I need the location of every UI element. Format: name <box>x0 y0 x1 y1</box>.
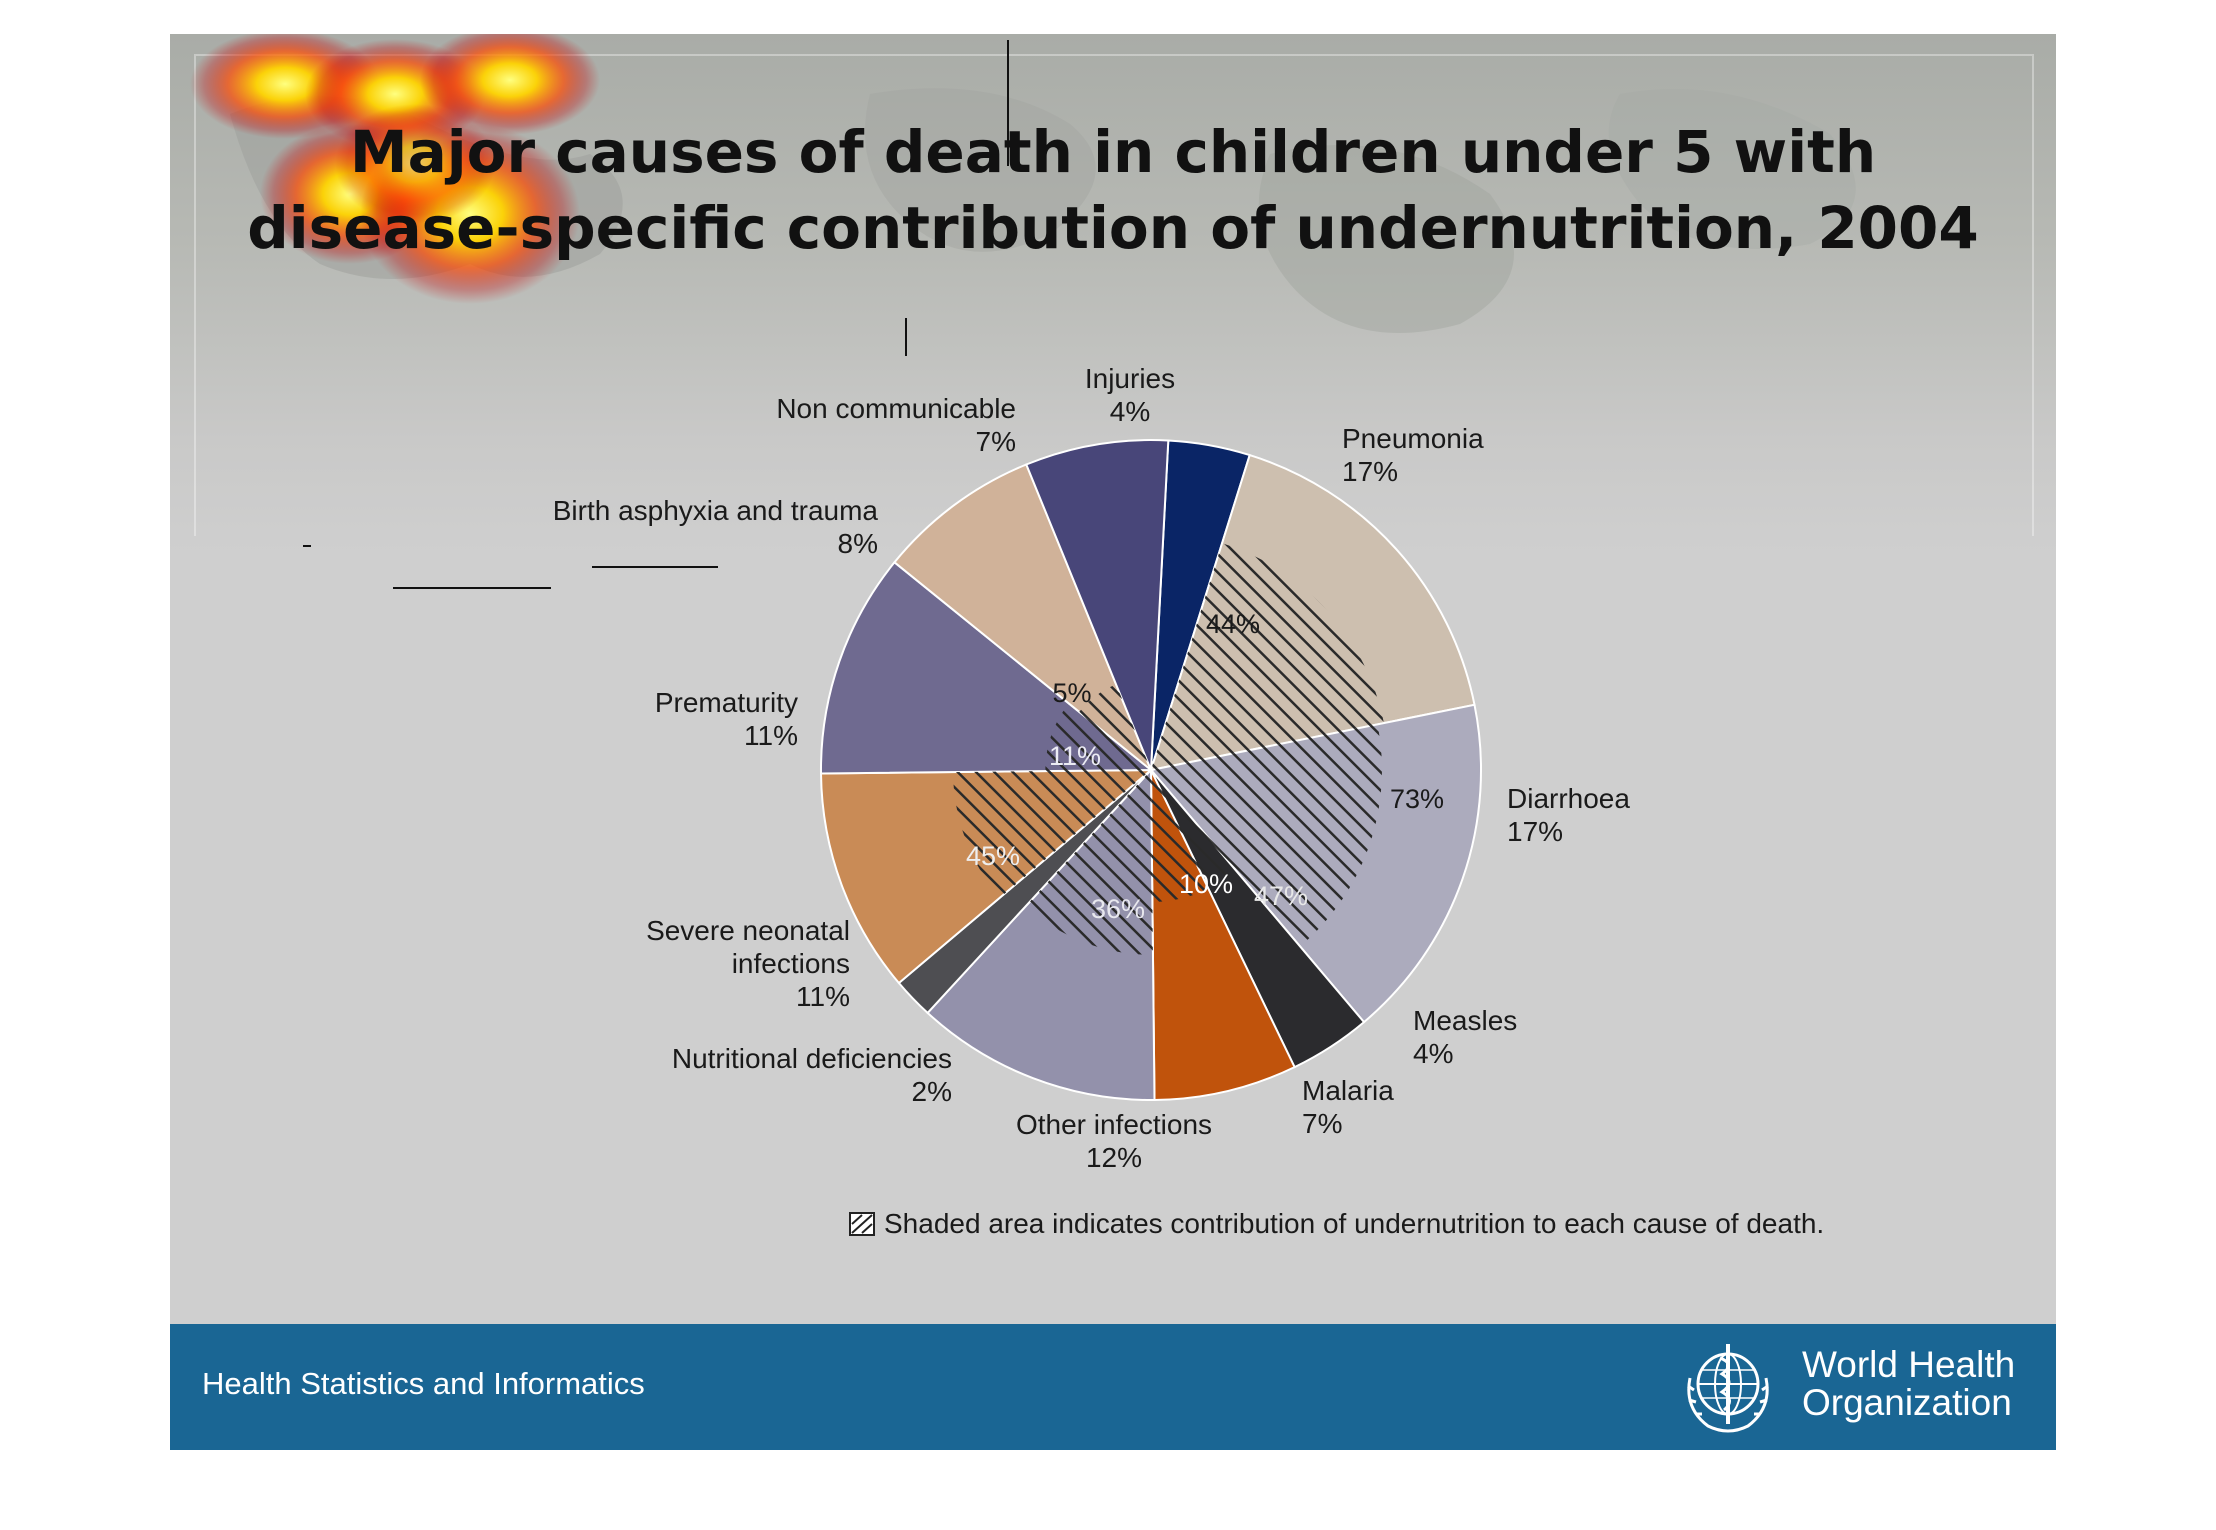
slice-label-prematurity: Prematurity 11% <box>655 687 798 751</box>
slice-label-diarrhoea: Diarrhoea 17% <box>1507 783 1630 847</box>
undernutrition-shade-malaria <box>1151 770 1209 902</box>
divider-line <box>393 587 551 589</box>
slice-label-injuries: Injuries 4% <box>1085 363 1175 427</box>
slice-value-label: 7% <box>1302 1108 1342 1139</box>
undernutrition-shade-other-infections <box>1025 770 1153 955</box>
chart-legend: Shaded area indicates contribution of un… <box>849 1208 1824 1239</box>
undernutrition-share-label-other-infections: 36% <box>1091 894 1145 924</box>
legend-hatch-stroke <box>861 1223 873 1234</box>
slice-name-label: Other infections <box>1016 1109 1212 1140</box>
undernutrition-share-labels: 44% 73% 47% 10% 36% 45% 11% 5% <box>966 609 1444 924</box>
slice-name-label: Injuries <box>1085 363 1175 394</box>
who-emblem-icon <box>1687 1344 1769 1433</box>
title-frame <box>194 54 2034 536</box>
slice-name-label: Nutritional deficiencies <box>672 1043 952 1074</box>
attention-heatmap-overlay <box>190 34 600 304</box>
slice-label-severe-neonatal-infections: Severe neonatal infections 11% <box>646 915 850 1012</box>
undernutrition-shade-pneumonia <box>1151 543 1384 770</box>
slice-value-label: 12% <box>1086 1142 1142 1173</box>
page-title: Major causes of death in children under … <box>170 114 2056 266</box>
divider-line <box>303 545 311 547</box>
undernutrition-share-label-severe-neonatal-infections: 45% <box>966 841 1020 871</box>
slice-value-label: 4% <box>1110 396 1150 427</box>
slice-name-label: Birth asphyxia and trauma <box>553 495 879 526</box>
divider-line <box>592 566 718 568</box>
slice-value-label: 7% <box>976 426 1016 457</box>
slice-value-label: 11% <box>796 981 850 1012</box>
slice-label-nutritional-deficiencies: Nutritional deficiencies 2% <box>672 1043 952 1107</box>
undernutrition-share-label-malaria: 10% <box>1179 869 1233 899</box>
undernutrition-shade-prematurity <box>1045 703 1151 772</box>
footer-title: Health Statistics and Informatics <box>202 1366 645 1401</box>
slice-name-label: Malaria <box>1302 1075 1394 1106</box>
slice-name-label: Pneumonia <box>1342 423 1484 454</box>
organization-name-line-1: World Health <box>1802 1344 2016 1385</box>
slice-label-birth-asphyxia-and-trauma: Birth asphyxia and trauma 8% <box>553 495 879 559</box>
title-line-1: Major causes of death in children under … <box>349 118 1877 186</box>
slice-name-label: Non communicable <box>776 393 1016 424</box>
slice-name-label: Measles <box>1413 1005 1517 1036</box>
pie-slice-non-communicable <box>1024 439 1170 771</box>
slice-value-label: 2% <box>912 1076 952 1107</box>
pie-slice-birth-asphyxia-and-trauma <box>893 463 1152 771</box>
slice-labels: Injuries 4%Pneumonia 17%Diarrhoea 17%Measle… <box>553 363 1631 1173</box>
slice-name-label: infections <box>732 948 850 979</box>
organization-name-line-2: Organization <box>1802 1382 2012 1423</box>
slide: Major causes of death in children under … <box>170 34 2056 1450</box>
undernutrition-share-label-prematurity: 11% <box>1049 741 1101 771</box>
slice-label-pneumonia: Pneumonia 17% <box>1342 423 1484 487</box>
slice-label-measles: Measles 4% <box>1413 1005 1517 1069</box>
slice-value-label: 4% <box>1413 1038 1453 1069</box>
slice-value-label: 17% <box>1507 816 1563 847</box>
divider-line <box>905 318 907 356</box>
undernutrition-share-label-birth-asphyxia-and-trauma: 5% <box>1052 678 1091 708</box>
title-line-2: disease-specific contribution of undernu… <box>247 194 1979 262</box>
undernutrition-shade-birth-asphyxia-and-trauma <box>1079 684 1151 770</box>
footer-bar: Health Statistics and Informatics World … <box>170 1324 2056 1450</box>
legend-hatch-stroke <box>851 1214 863 1225</box>
slice-label-non-communicable: Non communicable 7% <box>776 393 1016 457</box>
undernutrition-share-label-measles: 47% <box>1254 881 1308 911</box>
slice-label-malaria: Malaria 7% <box>1302 1075 1394 1139</box>
undernutrition-share-label-pneumonia: 44% <box>1206 609 1260 639</box>
undernutrition-shading <box>953 543 1384 955</box>
divider-line <box>1007 40 1009 166</box>
slice-name-label: Severe neonatal <box>646 915 850 946</box>
legend-text: Shaded area indicates contribution of un… <box>884 1208 1824 1239</box>
legend-hatch-stroke <box>851 1214 873 1234</box>
slice-value-label: 17% <box>1342 456 1398 487</box>
undernutrition-shade-diarrhoea <box>1151 724 1382 947</box>
slice-value-label: 11% <box>744 720 798 751</box>
slice-name-label: Diarrhoea <box>1507 783 1630 814</box>
slice-name-label: Prematurity <box>655 687 798 718</box>
undernutrition-share-label-diarrhoea: 73% <box>1390 784 1444 814</box>
undernutrition-shade-measles <box>1151 770 1237 889</box>
slice-label-other-infections: Other infections 12% <box>1016 1109 1212 1173</box>
organization-name: World Health Organization <box>1802 1346 2015 1422</box>
undernutrition-shade-severe-neonatal-infections <box>953 770 1151 898</box>
slice-value-label: 8% <box>838 528 878 559</box>
